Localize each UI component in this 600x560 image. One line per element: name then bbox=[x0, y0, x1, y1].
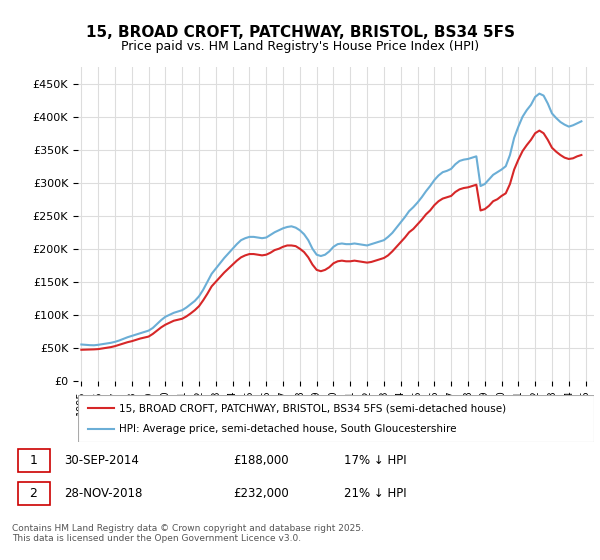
Text: 2: 2 bbox=[0, 559, 1, 560]
Text: 1: 1 bbox=[29, 454, 37, 466]
Text: 15, BROAD CROFT, PATCHWAY, BRISTOL, BS34 5FS: 15, BROAD CROFT, PATCHWAY, BRISTOL, BS34… bbox=[86, 25, 515, 40]
FancyBboxPatch shape bbox=[78, 395, 594, 442]
Text: Price paid vs. HM Land Registry's House Price Index (HPI): Price paid vs. HM Land Registry's House … bbox=[121, 40, 479, 53]
Text: £232,000: £232,000 bbox=[233, 487, 289, 500]
Text: 2: 2 bbox=[29, 487, 37, 500]
Text: 30-SEP-2014: 30-SEP-2014 bbox=[64, 454, 139, 466]
Text: £188,000: £188,000 bbox=[233, 454, 289, 466]
Text: 28-NOV-2018: 28-NOV-2018 bbox=[64, 487, 143, 500]
Text: 15, BROAD CROFT, PATCHWAY, BRISTOL, BS34 5FS (semi-detached house): 15, BROAD CROFT, PATCHWAY, BRISTOL, BS34… bbox=[119, 403, 506, 413]
FancyBboxPatch shape bbox=[18, 482, 50, 505]
Text: 21% ↓ HPI: 21% ↓ HPI bbox=[344, 487, 406, 500]
Text: HPI: Average price, semi-detached house, South Gloucestershire: HPI: Average price, semi-detached house,… bbox=[119, 424, 457, 434]
Text: 17% ↓ HPI: 17% ↓ HPI bbox=[344, 454, 406, 466]
Text: Contains HM Land Registry data © Crown copyright and database right 2025.
This d: Contains HM Land Registry data © Crown c… bbox=[12, 524, 364, 543]
FancyBboxPatch shape bbox=[18, 449, 50, 472]
Text: 1: 1 bbox=[0, 559, 1, 560]
